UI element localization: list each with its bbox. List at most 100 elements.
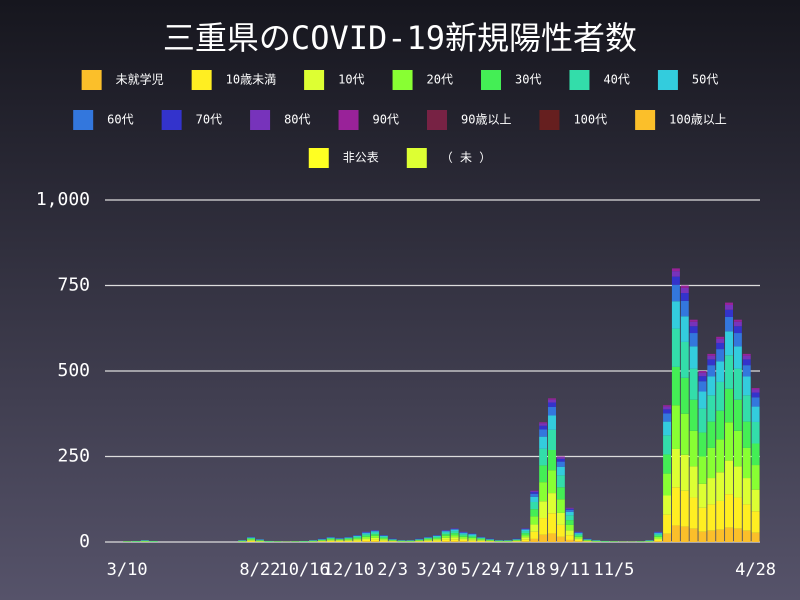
bar-segment <box>539 436 548 449</box>
bar-segment <box>468 534 477 536</box>
bar-segment <box>707 395 716 422</box>
bar-segment <box>362 538 371 540</box>
bar-segment <box>751 392 760 398</box>
bar-segment <box>556 456 565 458</box>
y-tick-label: 500 <box>57 360 90 381</box>
bar-segment <box>441 535 450 538</box>
bar-segment <box>441 534 450 536</box>
bar-segment <box>362 536 371 539</box>
bar-segment <box>742 365 751 377</box>
bar-segment <box>689 321 698 327</box>
bar-segment <box>565 508 574 510</box>
bar-segment <box>671 405 680 449</box>
bar-segment <box>539 482 548 502</box>
bar-segment <box>751 421 760 444</box>
bar-segment <box>725 316 734 332</box>
y-tick-label: 1,000 <box>36 189 90 210</box>
bar-segment <box>663 405 672 407</box>
bar-segment <box>742 359 751 366</box>
bar-segment <box>654 532 663 534</box>
bar-segment <box>663 435 672 455</box>
bar-segment <box>742 376 751 396</box>
bar-segment <box>698 376 707 382</box>
legend-swatch <box>481 70 502 90</box>
bar-segment <box>733 497 742 529</box>
bar-segment <box>459 533 468 535</box>
bar-segment <box>539 425 548 430</box>
bar-segment <box>388 540 397 541</box>
bar-segment <box>707 359 716 366</box>
bar-segment <box>707 355 716 360</box>
bar-segment <box>539 422 548 424</box>
bar-segment <box>539 501 548 519</box>
bar-segment <box>707 504 716 531</box>
bar-segment <box>654 535 663 537</box>
bar-segment <box>565 508 574 509</box>
bar-segment <box>530 493 539 497</box>
bar-segment <box>424 538 433 540</box>
bar-segment <box>432 535 441 537</box>
bar-segment <box>689 368 698 400</box>
bar-segment <box>450 541 459 542</box>
bar-segment <box>450 529 459 530</box>
bar-segment <box>689 466 698 498</box>
legend-label: 40代 <box>603 73 629 87</box>
legend-label: 20代 <box>427 73 453 87</box>
bar-segment <box>574 539 583 542</box>
bar-segment <box>707 530 716 542</box>
bar-segment <box>725 302 734 305</box>
bar-segment <box>521 533 530 536</box>
bar-segment <box>362 539 371 542</box>
bar-segment <box>370 530 379 532</box>
bar-segment <box>680 377 689 414</box>
bar-segment <box>344 540 353 542</box>
bar-segment <box>716 338 725 343</box>
legend-row: 未就学児 10歳未満 10代 20代 30代 40代 50代 <box>81 70 718 90</box>
bar-segment <box>556 457 565 459</box>
legend-swatch <box>539 110 560 130</box>
bar-segment <box>539 518 548 535</box>
bar-segment <box>247 540 256 542</box>
bar-segment <box>671 271 680 277</box>
bar-segment <box>733 528 742 542</box>
bar-segment <box>733 368 742 400</box>
bar-segment <box>521 535 530 538</box>
bar-segment <box>441 539 450 542</box>
bar-segment <box>477 540 486 542</box>
legend-label: 60代 <box>107 113 133 127</box>
bar-segment <box>317 540 326 541</box>
bar-segment <box>698 432 707 457</box>
bar-segment <box>725 331 734 356</box>
bar-segment <box>671 366 680 406</box>
bar-segment <box>698 371 707 373</box>
bar-segment <box>335 540 344 541</box>
bar-segment <box>521 539 530 542</box>
bar-segment <box>707 447 716 479</box>
bar-segment <box>459 538 468 540</box>
bar-segment <box>530 516 539 525</box>
bar-segment <box>654 538 663 540</box>
bar-segment <box>370 531 379 533</box>
bar-segment <box>689 333 698 347</box>
bar-segment <box>379 536 388 538</box>
bar-segment <box>716 342 725 350</box>
bar-segment <box>370 535 379 538</box>
bar-segment <box>556 524 565 537</box>
bar-segment <box>370 532 379 535</box>
bar-segment <box>548 406 556 416</box>
bar-segment <box>335 539 344 541</box>
bar-segment <box>680 490 689 527</box>
bar-segment <box>548 399 556 403</box>
bar-segment <box>742 447 751 479</box>
bar-segment <box>565 539 574 542</box>
bar-segment <box>574 538 583 540</box>
bar-segment <box>698 507 707 532</box>
bar-segment <box>424 540 433 541</box>
bar-segment <box>450 539 459 542</box>
bar-segment <box>680 293 689 301</box>
bar-segment <box>716 439 725 473</box>
bar-segment <box>432 537 441 539</box>
bar-segment <box>733 430 742 467</box>
bar-segment <box>459 535 468 537</box>
bar-segment <box>424 540 433 542</box>
